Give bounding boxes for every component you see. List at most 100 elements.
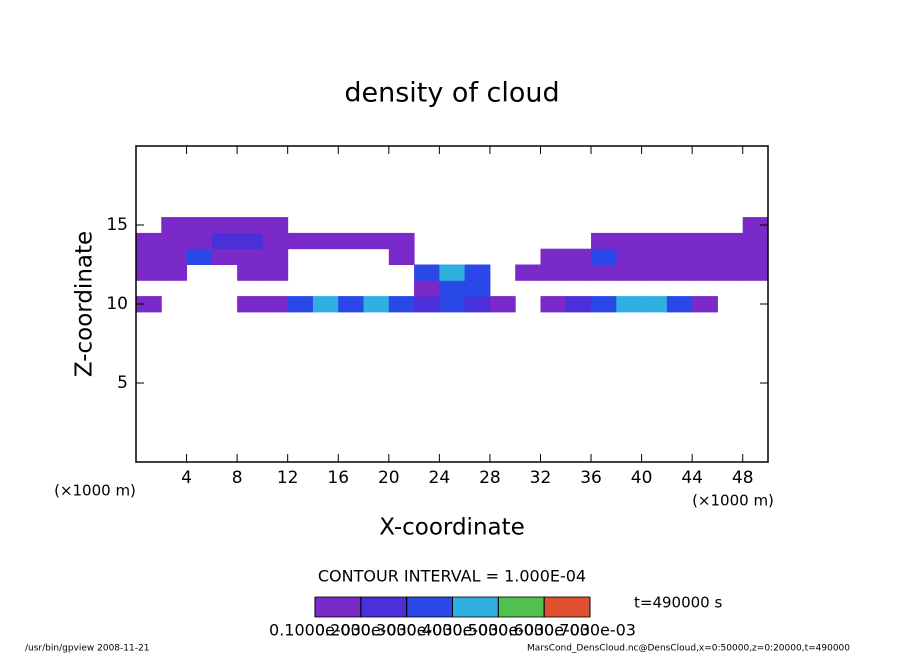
field-cell [641,248,668,265]
colorbar-label: 0.1000e-03 [269,621,361,640]
field-cell [616,248,643,265]
field-cell [136,248,162,265]
field-cell [464,296,491,313]
field-cell [540,248,567,265]
field-cell [742,264,769,281]
field-cell [237,248,263,265]
field-cell [186,232,213,250]
field-cell [287,232,314,250]
field-cell [388,296,415,313]
field-cell [565,264,592,281]
field-cell [591,264,617,281]
field-cell [136,232,162,250]
field-cell [262,264,289,281]
y-tick-label: 10 [106,294,128,314]
field-cell [742,232,769,250]
field-cell [186,217,213,234]
chart-title: density of cloud [344,78,559,109]
x-tick-label: 20 [378,468,400,488]
colorbar-segment [543,596,591,618]
colorbar-label: 0.4000e-03 [407,621,499,640]
field-cell [262,232,289,250]
field-cell [211,248,238,265]
x-tick-label: 24 [429,468,451,488]
field-cell [666,248,693,265]
field-cell [262,217,289,234]
field-cell [692,248,718,265]
field-cell [692,296,718,313]
x-tick-label: 40 [631,468,653,488]
field-cell [616,296,643,313]
time-label: t=490000 s [634,594,722,612]
field-cell [338,296,365,313]
field-cell [161,248,188,265]
field-cell [414,280,440,297]
x-unit: (×1000 m) [692,492,774,510]
field-cell [692,232,718,250]
colorbar-segment [452,596,499,618]
field-cell [136,264,162,281]
field-cell [312,232,339,250]
field-cell [186,248,213,265]
field-cell [489,296,516,313]
field-cell [237,232,263,250]
field-cell [262,248,289,265]
field-cell [439,296,466,313]
field-cell [540,296,567,313]
y-axis-label: Z-coordinate [72,231,98,377]
x-tick-label: 28 [479,468,501,488]
field-cell [161,232,188,250]
field-cell [262,296,289,313]
field-cell [388,232,415,250]
field-cell [515,264,541,281]
field-cell [666,232,693,250]
colorbar-label: 0.3000e-03 [361,621,453,640]
field-cell [692,264,718,281]
field-cell [591,248,617,265]
contour-interval: CONTOUR INTERVAL = 1.000E-04 [318,567,586,586]
field-cell [540,264,567,281]
colorbar-label: 0.7000e-03 [544,621,636,640]
x-tick-label: 44 [681,468,703,488]
field-cell [717,248,744,265]
field-cell [237,217,263,234]
field-cell [161,217,188,234]
x-tick-label: 4 [181,468,192,488]
field-cell [616,232,643,250]
field-cell [211,232,238,250]
field-cell [742,248,769,265]
x-tick-label: 36 [580,468,602,488]
field-cell [666,296,693,313]
x-tick-label: 48 [732,468,754,488]
colorbar-segment [360,596,408,618]
field-cell [464,280,491,297]
field-cell [338,232,365,250]
field-cell [363,232,390,250]
field-cell [161,264,188,281]
field-cell [312,296,339,313]
field-cell [414,296,440,313]
colorbar-segment [406,596,453,618]
field-cell [464,264,491,281]
colorbar-label: 0.5000e-03 [452,621,544,640]
colorbar-segment [314,596,362,618]
field-cell [717,264,744,281]
y-tick-label: 15 [106,215,128,235]
field-cell [237,264,263,281]
field-cell [641,232,668,250]
field-cell [287,296,314,313]
field-cell [439,280,466,297]
field-cell [565,296,592,313]
field-cell [211,217,238,234]
y-tick-label: 5 [117,373,128,393]
field-cell [414,264,440,281]
field-cell [388,248,415,265]
field-cell [742,217,769,234]
field-cell [641,296,668,313]
field-cell [666,264,693,281]
colorbar-segment [497,596,545,618]
x-tick-label: 32 [530,468,552,488]
field-cell [641,264,668,281]
